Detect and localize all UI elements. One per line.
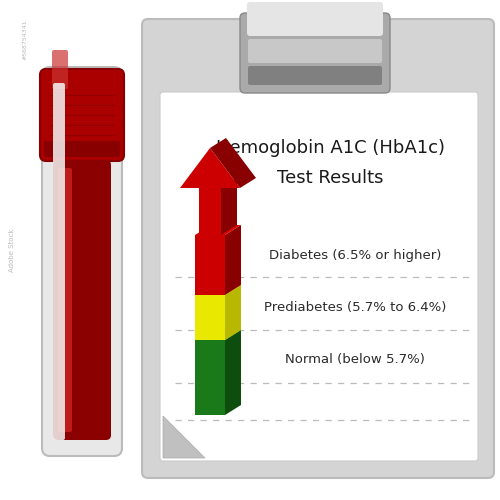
- Text: Adobe Stock: Adobe Stock: [9, 228, 15, 272]
- FancyBboxPatch shape: [44, 141, 120, 157]
- FancyBboxPatch shape: [247, 2, 383, 36]
- Polygon shape: [195, 330, 241, 340]
- FancyBboxPatch shape: [40, 69, 124, 161]
- Polygon shape: [225, 225, 241, 295]
- Polygon shape: [210, 138, 256, 188]
- FancyBboxPatch shape: [240, 13, 390, 93]
- FancyBboxPatch shape: [53, 83, 65, 440]
- FancyBboxPatch shape: [248, 39, 382, 63]
- Polygon shape: [195, 295, 225, 340]
- Polygon shape: [225, 330, 241, 415]
- Polygon shape: [163, 416, 205, 458]
- Polygon shape: [221, 178, 237, 235]
- FancyBboxPatch shape: [42, 67, 122, 456]
- Text: Hemoglobin A1C (HbA1c): Hemoglobin A1C (HbA1c): [216, 139, 444, 157]
- FancyBboxPatch shape: [248, 66, 382, 85]
- Polygon shape: [225, 285, 241, 340]
- Text: Test Results: Test Results: [277, 169, 384, 187]
- Polygon shape: [195, 285, 241, 295]
- Text: Diabetes (6.5% or higher): Diabetes (6.5% or higher): [269, 248, 441, 262]
- Polygon shape: [180, 148, 240, 188]
- Text: Prediabetes (5.7% to 6.4%): Prediabetes (5.7% to 6.4%): [264, 300, 446, 314]
- Text: Normal (below 5.7%): Normal (below 5.7%): [285, 354, 425, 366]
- Polygon shape: [195, 235, 225, 295]
- FancyBboxPatch shape: [58, 168, 72, 432]
- Text: #568754341: #568754341: [22, 20, 28, 60]
- Polygon shape: [195, 340, 225, 415]
- Polygon shape: [199, 188, 221, 235]
- Polygon shape: [195, 225, 241, 235]
- FancyBboxPatch shape: [53, 160, 111, 440]
- FancyBboxPatch shape: [142, 19, 494, 478]
- FancyBboxPatch shape: [160, 92, 478, 461]
- FancyBboxPatch shape: [52, 50, 68, 89]
